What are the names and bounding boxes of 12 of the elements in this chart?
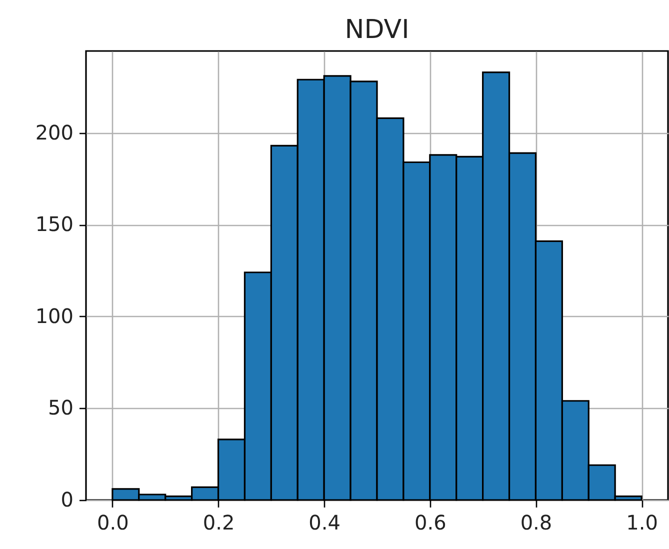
x-tick-label: 1.0 — [626, 510, 658, 534]
x-tick-label: 0.2 — [202, 510, 235, 534]
y-tick-label: 150 — [35, 212, 74, 236]
x-tick-label: 0.8 — [520, 510, 552, 534]
y-tick-label: 50 — [48, 396, 74, 420]
y-tick-label: 200 — [35, 120, 74, 144]
x-tick-label: 0.6 — [414, 510, 446, 534]
y-tick-label: 100 — [35, 304, 74, 328]
y-tick-label: 0 — [60, 488, 74, 512]
x-tick-label: 0.4 — [308, 510, 340, 534]
chart-title: NDVI — [344, 15, 410, 45]
x-tick-label: 0.0 — [97, 510, 129, 534]
